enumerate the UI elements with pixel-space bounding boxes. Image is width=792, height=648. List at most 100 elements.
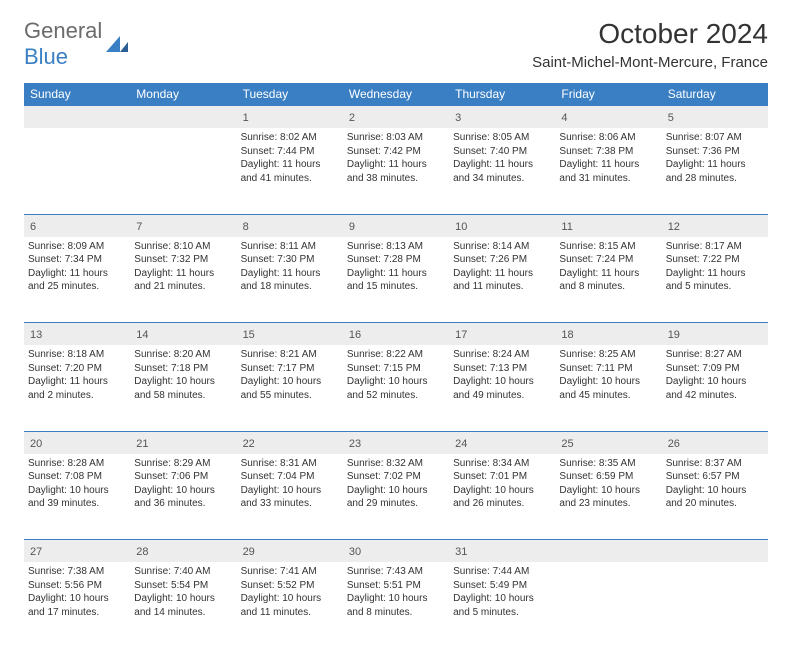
day-number: 11	[561, 221, 572, 233]
day-header-row: SundayMondayTuesdayWednesdayThursdayFrid…	[24, 83, 768, 106]
day-header: Thursday	[449, 83, 555, 106]
day-cell: Sunrise: 8:15 AMSunset: 7:24 PMDaylight:…	[555, 237, 661, 323]
day-cell: Sunrise: 8:13 AMSunset: 7:28 PMDaylight:…	[343, 237, 449, 323]
day-details: Sunrise: 8:13 AMSunset: 7:28 PMDaylight:…	[347, 240, 445, 294]
day-cell: Sunrise: 8:32 AMSunset: 7:02 PMDaylight:…	[343, 454, 449, 540]
day-header: Wednesday	[343, 83, 449, 106]
day-details: Sunrise: 8:05 AMSunset: 7:40 PMDaylight:…	[453, 131, 551, 185]
daynum-cell	[24, 106, 130, 129]
location: Saint-Michel-Mont-Mercure, France	[532, 54, 768, 71]
day-details: Sunrise: 8:20 AMSunset: 7:18 PMDaylight:…	[134, 348, 232, 402]
daynum-cell: 25	[555, 431, 661, 454]
day-details: Sunrise: 7:44 AMSunset: 5:49 PMDaylight:…	[453, 565, 551, 619]
day-cell: Sunrise: 8:29 AMSunset: 7:06 PMDaylight:…	[130, 454, 236, 540]
day-header: Friday	[555, 83, 661, 106]
logo: General Blue	[24, 18, 128, 70]
day-cell: Sunrise: 8:02 AMSunset: 7:44 PMDaylight:…	[237, 128, 343, 214]
day-cell: Sunrise: 7:38 AMSunset: 5:56 PMDaylight:…	[24, 562, 130, 648]
daynum-cell: 5	[662, 106, 768, 129]
day-details: Sunrise: 7:41 AMSunset: 5:52 PMDaylight:…	[241, 565, 339, 619]
day-details: Sunrise: 8:11 AMSunset: 7:30 PMDaylight:…	[241, 240, 339, 294]
day-number: 27	[30, 546, 42, 558]
day-header: Tuesday	[237, 83, 343, 106]
day-details: Sunrise: 8:37 AMSunset: 6:57 PMDaylight:…	[666, 457, 764, 511]
daynum-cell	[662, 540, 768, 563]
day-details: Sunrise: 8:29 AMSunset: 7:06 PMDaylight:…	[134, 457, 232, 511]
content-row: Sunrise: 7:38 AMSunset: 5:56 PMDaylight:…	[24, 562, 768, 648]
daynum-cell: 27	[24, 540, 130, 563]
day-cell: Sunrise: 8:22 AMSunset: 7:15 PMDaylight:…	[343, 345, 449, 431]
content-row: Sunrise: 8:02 AMSunset: 7:44 PMDaylight:…	[24, 128, 768, 214]
day-cell: Sunrise: 8:06 AMSunset: 7:38 PMDaylight:…	[555, 128, 661, 214]
day-cell	[130, 128, 236, 214]
day-number: 23	[349, 438, 361, 450]
day-details: Sunrise: 8:28 AMSunset: 7:08 PMDaylight:…	[28, 457, 126, 511]
day-number: 18	[561, 329, 573, 341]
day-number: 1	[243, 112, 249, 124]
day-cell: Sunrise: 8:17 AMSunset: 7:22 PMDaylight:…	[662, 237, 768, 323]
day-cell: Sunrise: 8:24 AMSunset: 7:13 PMDaylight:…	[449, 345, 555, 431]
day-number: 6	[30, 221, 36, 233]
day-number: 29	[243, 546, 255, 558]
day-number: 30	[349, 546, 361, 558]
day-cell: Sunrise: 7:40 AMSunset: 5:54 PMDaylight:…	[130, 562, 236, 648]
daynum-cell: 2	[343, 106, 449, 129]
day-cell: Sunrise: 8:20 AMSunset: 7:18 PMDaylight:…	[130, 345, 236, 431]
day-details: Sunrise: 8:32 AMSunset: 7:02 PMDaylight:…	[347, 457, 445, 511]
daynum-row: 2728293031	[24, 540, 768, 563]
day-number: 5	[668, 112, 674, 124]
day-cell	[662, 562, 768, 648]
daynum-cell: 18	[555, 323, 661, 346]
day-details: Sunrise: 8:27 AMSunset: 7:09 PMDaylight:…	[666, 348, 764, 402]
day-number: 7	[136, 221, 142, 233]
day-cell: Sunrise: 8:37 AMSunset: 6:57 PMDaylight:…	[662, 454, 768, 540]
day-cell: Sunrise: 8:07 AMSunset: 7:36 PMDaylight:…	[662, 128, 768, 214]
day-cell: Sunrise: 8:18 AMSunset: 7:20 PMDaylight:…	[24, 345, 130, 431]
day-cell: Sunrise: 8:03 AMSunset: 7:42 PMDaylight:…	[343, 128, 449, 214]
daynum-cell: 19	[662, 323, 768, 346]
day-number: 3	[455, 112, 461, 124]
day-cell: Sunrise: 8:05 AMSunset: 7:40 PMDaylight:…	[449, 128, 555, 214]
daynum-cell: 20	[24, 431, 130, 454]
day-cell: Sunrise: 8:21 AMSunset: 7:17 PMDaylight:…	[237, 345, 343, 431]
day-details: Sunrise: 8:10 AMSunset: 7:32 PMDaylight:…	[134, 240, 232, 294]
day-cell: Sunrise: 7:44 AMSunset: 5:49 PMDaylight:…	[449, 562, 555, 648]
day-number: 8	[243, 221, 249, 233]
day-cell: Sunrise: 7:41 AMSunset: 5:52 PMDaylight:…	[237, 562, 343, 648]
day-number: 21	[136, 438, 148, 450]
daynum-row: 13141516171819	[24, 323, 768, 346]
day-details: Sunrise: 8:09 AMSunset: 7:34 PMDaylight:…	[28, 240, 126, 294]
daynum-cell: 17	[449, 323, 555, 346]
day-header: Sunday	[24, 83, 130, 106]
day-cell: Sunrise: 8:34 AMSunset: 7:01 PMDaylight:…	[449, 454, 555, 540]
day-details: Sunrise: 8:02 AMSunset: 7:44 PMDaylight:…	[241, 131, 339, 185]
day-details: Sunrise: 8:25 AMSunset: 7:11 PMDaylight:…	[559, 348, 657, 402]
day-number: 20	[30, 438, 42, 450]
day-cell	[24, 128, 130, 214]
daynum-cell: 13	[24, 323, 130, 346]
logo-text: General Blue	[24, 18, 102, 70]
day-number: 19	[668, 329, 680, 341]
day-details: Sunrise: 8:24 AMSunset: 7:13 PMDaylight:…	[453, 348, 551, 402]
daynum-cell: 3	[449, 106, 555, 129]
content-row: Sunrise: 8:18 AMSunset: 7:20 PMDaylight:…	[24, 345, 768, 431]
day-number: 2	[349, 112, 355, 124]
daynum-cell: 7	[130, 214, 236, 237]
header: General Blue October 2024 Saint-Michel-M…	[24, 18, 768, 71]
day-number: 4	[561, 112, 567, 124]
daynum-cell: 30	[343, 540, 449, 563]
daynum-cell: 14	[130, 323, 236, 346]
daynum-cell: 11	[555, 214, 661, 237]
day-number: 17	[455, 329, 467, 341]
day-details: Sunrise: 8:14 AMSunset: 7:26 PMDaylight:…	[453, 240, 551, 294]
day-cell	[555, 562, 661, 648]
calendar-body: 12345Sunrise: 8:02 AMSunset: 7:44 PMDayl…	[24, 106, 768, 648]
day-details: Sunrise: 8:21 AMSunset: 7:17 PMDaylight:…	[241, 348, 339, 402]
day-cell: Sunrise: 8:14 AMSunset: 7:26 PMDaylight:…	[449, 237, 555, 323]
daynum-cell: 8	[237, 214, 343, 237]
daynum-cell	[130, 106, 236, 129]
day-cell: Sunrise: 8:28 AMSunset: 7:08 PMDaylight:…	[24, 454, 130, 540]
daynum-cell: 26	[662, 431, 768, 454]
day-details: Sunrise: 7:43 AMSunset: 5:51 PMDaylight:…	[347, 565, 445, 619]
daynum-cell: 23	[343, 431, 449, 454]
